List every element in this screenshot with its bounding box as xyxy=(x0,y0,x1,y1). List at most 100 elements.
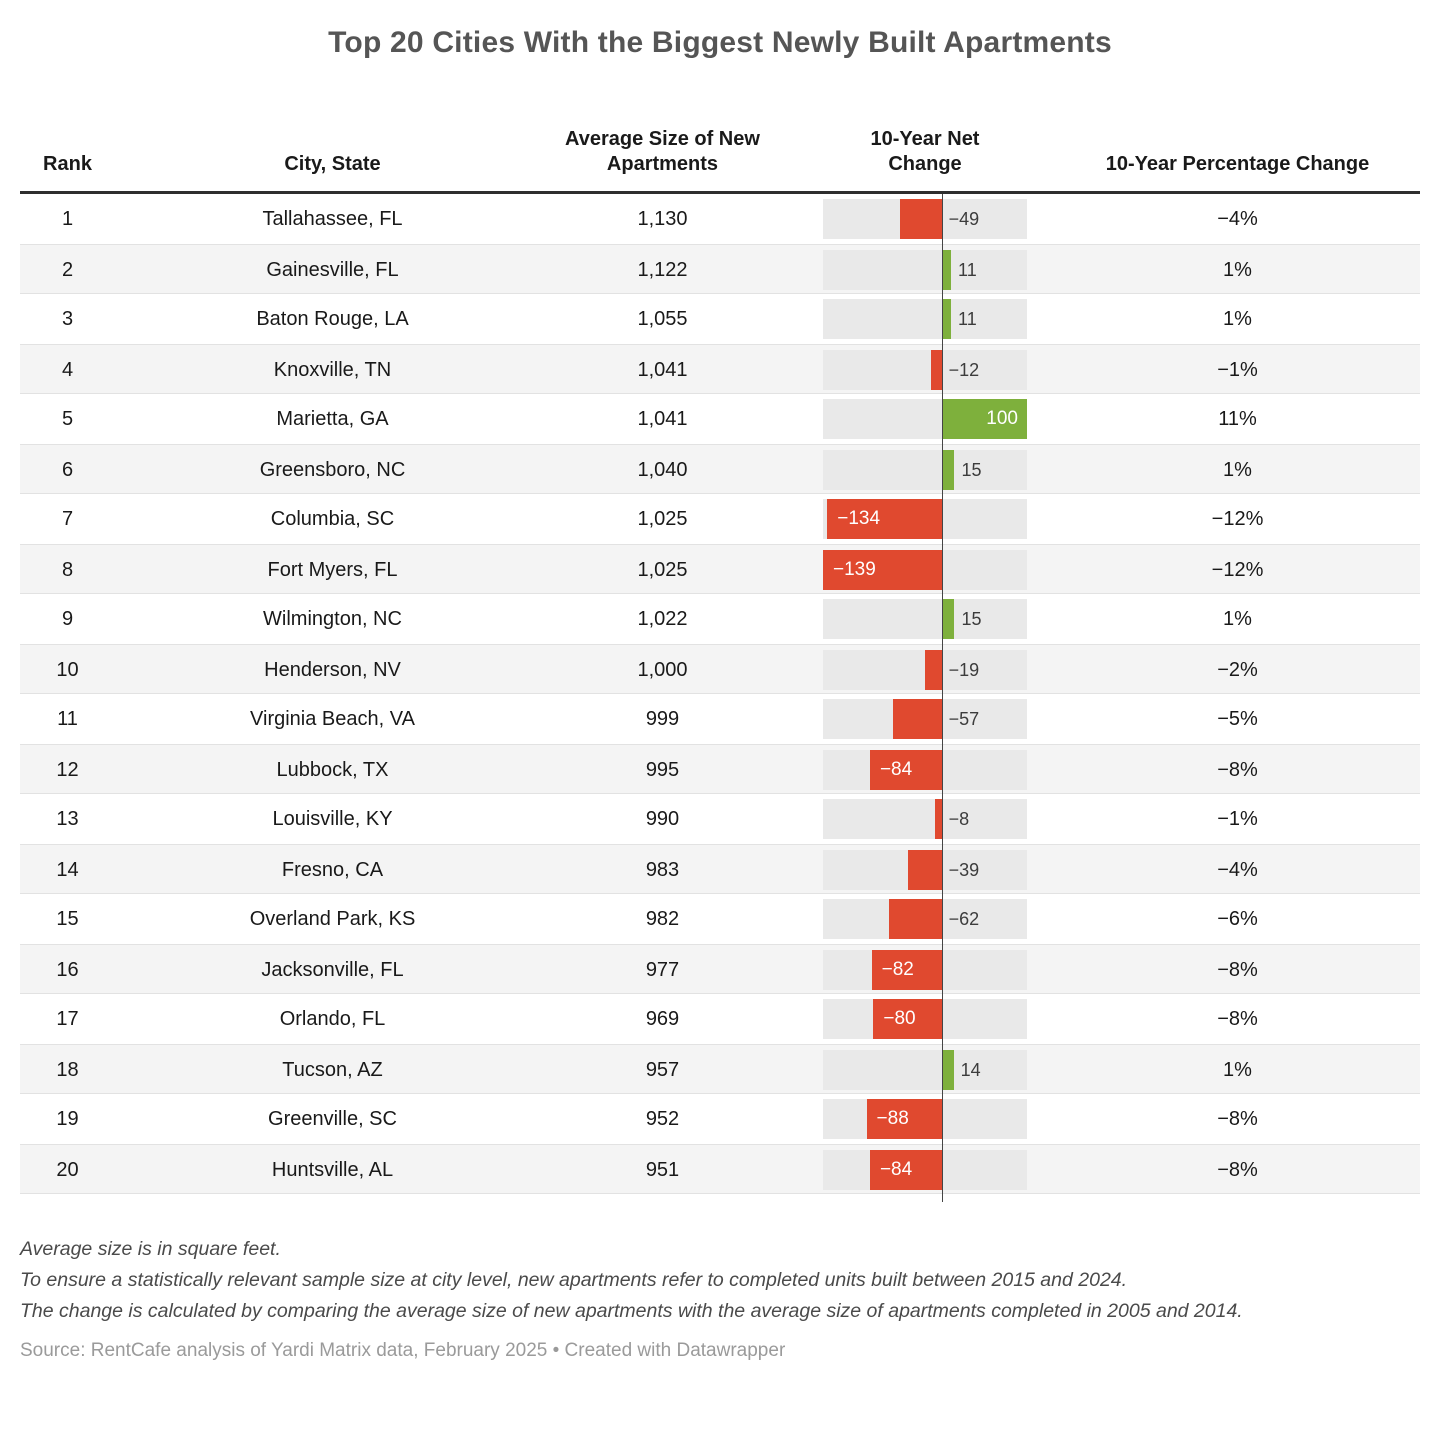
net-change-bar xyxy=(892,699,942,739)
percentage-change-cell: −12% xyxy=(1211,558,1264,581)
net-change-bar-track: 11 xyxy=(823,250,1027,290)
size-cell: 1,040 xyxy=(637,458,688,481)
rank-cell: 5 xyxy=(61,407,74,430)
header-city-state: City, State xyxy=(284,153,381,175)
net-change-label: 100 xyxy=(986,408,1018,429)
net-change-cell: 100 xyxy=(775,394,1055,444)
size-cell: 1,041 xyxy=(637,407,688,430)
rank-cell: 7 xyxy=(61,507,74,530)
net-change-cell: 11 xyxy=(775,245,1055,295)
percentage-change-cell: −1% xyxy=(1217,358,1258,381)
rank-cell: 9 xyxy=(61,607,74,630)
net-change-bar-track: −57 xyxy=(823,699,1027,739)
net-change-bar xyxy=(827,499,942,539)
percentage-change-cell: 1% xyxy=(1223,258,1252,281)
table-row: 8 Fort Myers, FL 1,025 −139 −12% xyxy=(20,544,1420,594)
net-change-bar-track: 15 xyxy=(823,599,1027,639)
header-average-size: Average Size of New Apartments xyxy=(565,128,760,175)
net-change-cell: 11 xyxy=(775,294,1055,344)
net-change-label: −88 xyxy=(876,1108,909,1129)
rank-cell: 6 xyxy=(61,458,74,481)
percentage-change-cell: −8% xyxy=(1217,1007,1258,1030)
net-change-cell: −134 xyxy=(775,494,1055,544)
net-change-bar-track: −49 xyxy=(823,199,1027,239)
chart-title: Top 20 Cities With the Biggest Newly Bui… xyxy=(328,26,1112,59)
net-change-label: −39 xyxy=(948,860,980,880)
percentage-change-cell: −8% xyxy=(1217,1107,1258,1130)
net-change-label: −84 xyxy=(879,759,913,780)
net-change-bar xyxy=(941,450,955,490)
net-change-label: 15 xyxy=(961,460,982,480)
table-row: 15 Overland Park, KS 982 −62 −6% xyxy=(20,894,1420,944)
net-change-cell: −80 xyxy=(775,994,1055,1044)
net-change-bar-track: −19 xyxy=(823,650,1027,690)
table-body: 1 Tallahassee, FL 1,130 −49 −4% 2 Gaines… xyxy=(20,194,1420,1202)
net-change-bar xyxy=(941,299,952,339)
net-change-bar xyxy=(941,599,955,639)
city-cell: Greensboro, NC xyxy=(259,458,406,481)
net-change-bar-track: −62 xyxy=(823,899,1027,939)
net-change-cell: −84 xyxy=(775,1145,1055,1195)
size-cell: 1,025 xyxy=(637,558,688,581)
net-change-label: −82 xyxy=(881,959,914,980)
net-change-bar-track: 100 xyxy=(823,399,1027,439)
city-cell: Gainesville, FL xyxy=(266,258,399,281)
table-header-row: Rank City, State Average Size of New Apa… xyxy=(20,74,1420,194)
rank-cell: 8 xyxy=(61,558,74,581)
size-cell: 951 xyxy=(645,1158,680,1181)
net-change-bar-track: −134 xyxy=(823,499,1027,539)
city-cell: Virginia Beach, VA xyxy=(250,707,415,730)
net-change-bar-track: −88 xyxy=(823,1099,1027,1139)
percentage-change-cell: −4% xyxy=(1217,207,1258,230)
size-cell: 1,122 xyxy=(637,258,688,281)
city-cell: Baton Rouge, LA xyxy=(256,307,409,330)
net-change-label: −80 xyxy=(883,1008,916,1029)
size-cell: 1,130 xyxy=(637,207,688,230)
city-cell: Knoxville, TN xyxy=(273,358,392,381)
net-change-bar-track: −139 xyxy=(823,550,1027,590)
table-row: 10 Henderson, NV 1,000 −19 −2% xyxy=(20,644,1420,694)
size-cell: 995 xyxy=(645,758,680,781)
net-change-bar xyxy=(888,899,942,939)
rank-cell: 20 xyxy=(56,1158,79,1181)
city-cell: Wilmington, NC xyxy=(263,607,402,630)
header-percentage-change: 10-Year Percentage Change xyxy=(1105,153,1370,175)
size-cell: 983 xyxy=(645,858,680,881)
size-cell: 1,041 xyxy=(637,358,688,381)
zero-axis-line xyxy=(941,194,943,1202)
net-change-cell: 14 xyxy=(775,1045,1055,1095)
net-change-bar xyxy=(869,750,942,790)
rank-cell: 13 xyxy=(56,807,79,830)
footnote-line: Average size is in square feet. xyxy=(20,1238,281,1260)
rank-cell: 14 xyxy=(56,858,79,881)
rank-cell: 2 xyxy=(61,258,74,281)
size-cell: 990 xyxy=(645,807,680,830)
net-change-bar-track: −8 xyxy=(823,799,1027,839)
rank-cell: 12 xyxy=(56,758,79,781)
city-cell: Louisville, KY xyxy=(272,807,393,830)
table-row: 18 Tucson, AZ 957 14 1% xyxy=(20,1044,1420,1094)
net-change-cell: −12 xyxy=(775,345,1055,395)
net-change-bar xyxy=(873,999,942,1039)
net-change-bar xyxy=(941,250,952,290)
net-change-cell: 15 xyxy=(775,594,1055,644)
net-change-bar xyxy=(899,199,942,239)
city-cell: Tallahassee, FL xyxy=(262,207,403,230)
city-cell: Marietta, GA xyxy=(276,407,389,430)
percentage-change-cell: 1% xyxy=(1223,607,1252,630)
net-change-bar xyxy=(941,1050,954,1090)
rank-cell: 18 xyxy=(56,1058,79,1081)
table-row: 12 Lubbock, TX 995 −84 −8% xyxy=(20,744,1420,794)
city-cell: Greenville, SC xyxy=(268,1107,397,1130)
rank-cell: 4 xyxy=(61,358,74,381)
table-row: 5 Marietta, GA 1,041 100 11% xyxy=(20,394,1420,444)
city-cell: Fresno, CA xyxy=(281,858,384,881)
header-net-change: 10-Year Net Change xyxy=(870,128,980,175)
table-row: 7 Columbia, SC 1,025 −134 −12% xyxy=(20,494,1420,544)
net-change-bar xyxy=(941,399,1027,439)
table-row: 14 Fresno, CA 983 −39 −4% xyxy=(20,844,1420,894)
table-row: 16 Jacksonville, FL 977 −82 −8% xyxy=(20,944,1420,994)
net-change-bar-track: 15 xyxy=(823,450,1027,490)
size-cell: 1,022 xyxy=(637,607,688,630)
net-change-cell: −88 xyxy=(775,1094,1055,1144)
